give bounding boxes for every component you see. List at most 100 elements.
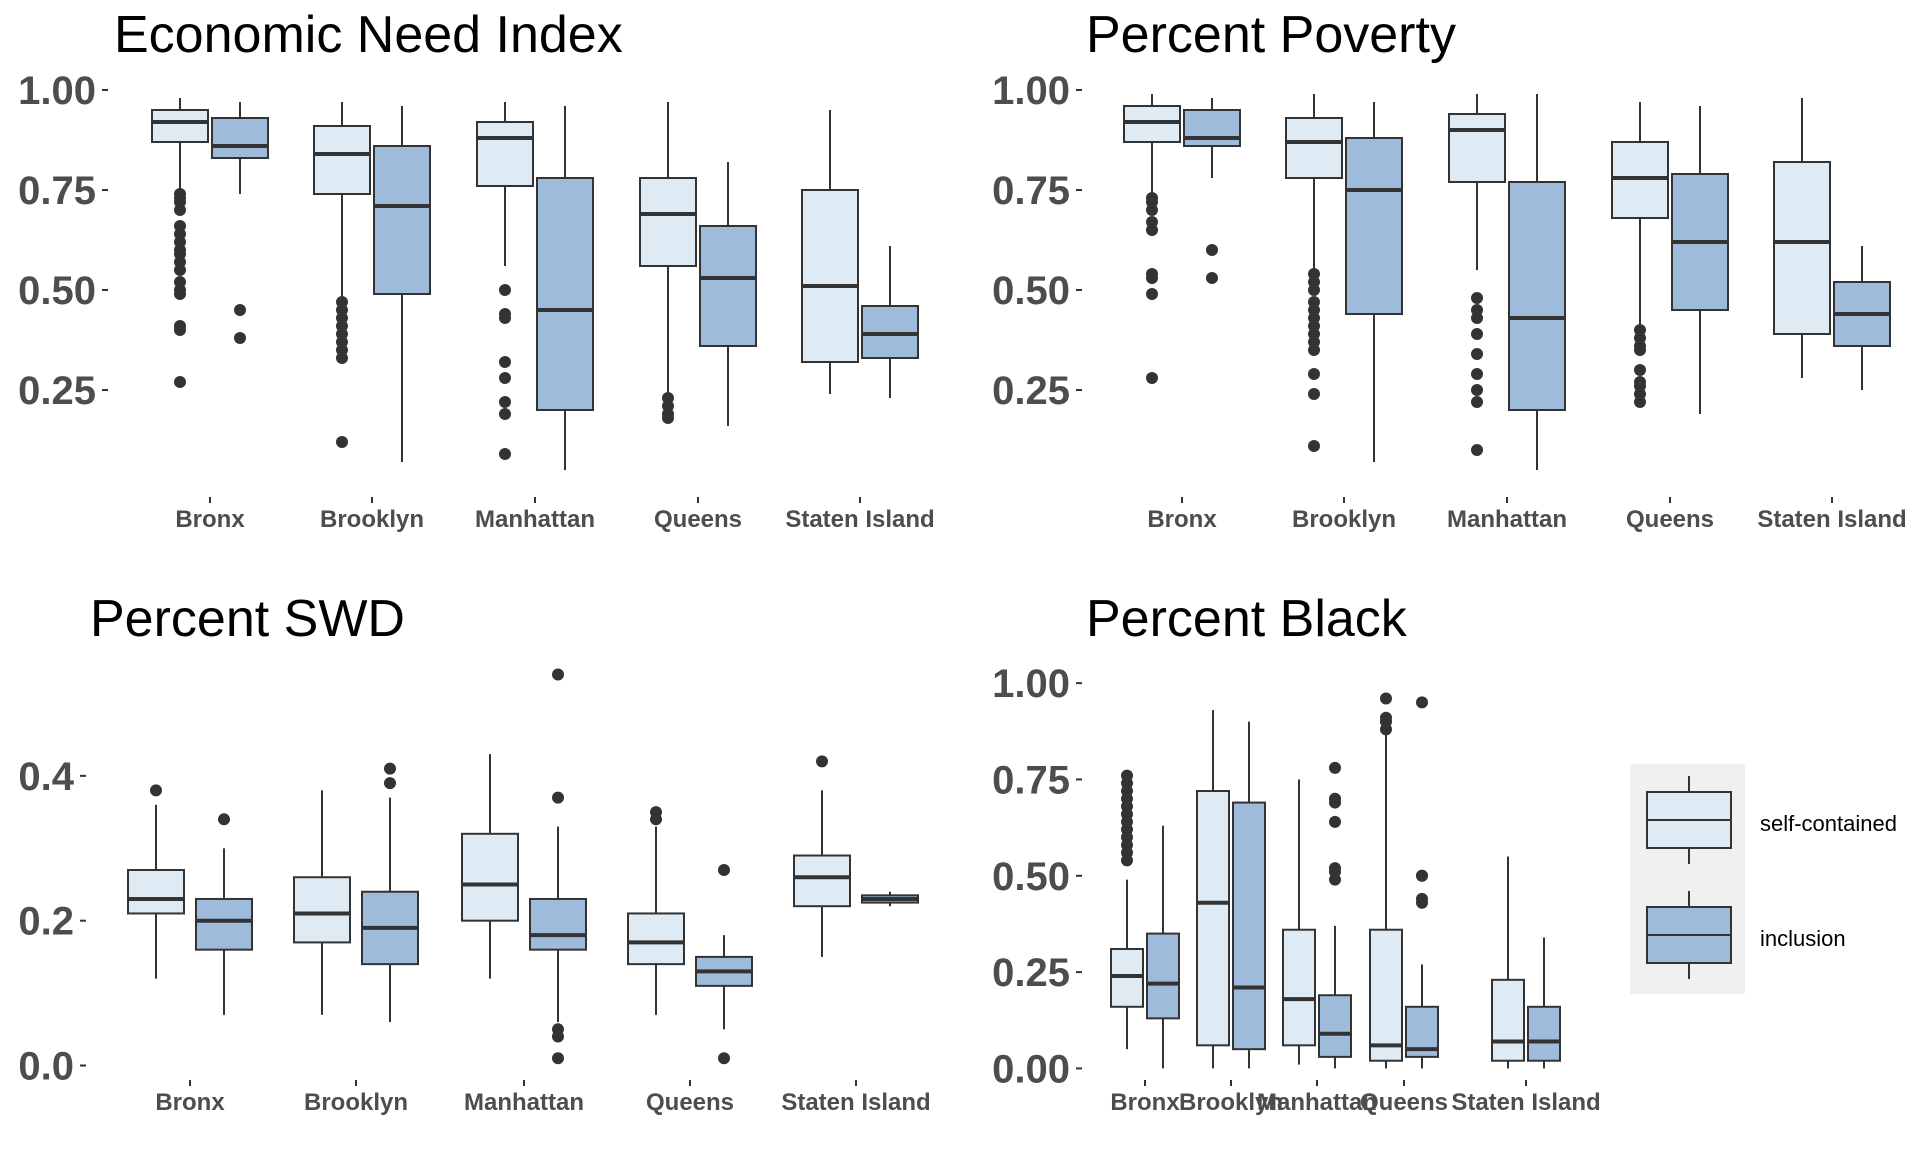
- outlier-point: [174, 376, 186, 388]
- outlier-point: [384, 777, 396, 790]
- box-staten-island-self-contained: [801, 110, 859, 394]
- outlier-point: [384, 762, 396, 775]
- y-tick-label: 1.00: [992, 662, 1070, 706]
- box-manhattan-self-contained: [1448, 94, 1506, 456]
- panel-title: Percent Poverty: [1086, 6, 1456, 64]
- outlier-point: [552, 791, 564, 804]
- box-bronx-self-contained: [151, 98, 209, 388]
- outlier-point: [1634, 364, 1646, 376]
- box-manhattan-self-contained: [461, 754, 519, 979]
- outlier-point: [1471, 312, 1483, 324]
- box-queens-self-contained: [639, 102, 697, 424]
- box-bronx-self-contained: [127, 784, 185, 979]
- x-tick-label-queens: Queens: [1626, 506, 1714, 533]
- box-brooklyn-self-contained: [1285, 94, 1343, 452]
- box-iqr: [793, 854, 851, 908]
- box-bronx-inclusion: [1183, 98, 1241, 284]
- box-iqr: [151, 109, 209, 143]
- box-iqr: [1448, 113, 1506, 183]
- box-bronx-inclusion: [1146, 825, 1180, 1069]
- box-staten-island-inclusion: [1527, 937, 1561, 1069]
- outlier-point: [1416, 869, 1428, 882]
- y-tick-label: 0.0: [18, 1045, 74, 1089]
- y-tick-label: 0.50: [992, 269, 1070, 313]
- outlier-point: [499, 312, 511, 324]
- outlier-point: [234, 332, 246, 344]
- box-iqr: [293, 876, 351, 944]
- box-iqr: [476, 121, 534, 187]
- outlier-point: [1471, 328, 1483, 340]
- outlier-point: [499, 408, 511, 420]
- outlier-point: [1329, 796, 1341, 809]
- box-iqr: [639, 177, 697, 267]
- x-tick-label-brooklyn: Brooklyn: [304, 1089, 408, 1116]
- box-iqr: [1773, 161, 1831, 335]
- box-queens-inclusion: [699, 162, 757, 426]
- box-iqr: [1183, 109, 1241, 147]
- box-iqr: [211, 117, 269, 159]
- y-tick-label: 0.25: [18, 369, 96, 413]
- box-iqr: [801, 189, 859, 363]
- box-iqr: [1196, 790, 1230, 1047]
- outlier-point: [1471, 384, 1483, 396]
- outlier-point: [1308, 368, 1320, 380]
- box-iqr: [127, 869, 185, 915]
- y-tick-label: 0.4: [18, 755, 74, 799]
- panel-percent-swd: Percent SWD 0.0 0.2 0.4 Bronx Brooklyn Manhat…: [18, 590, 930, 1116]
- outlier-point: [1471, 396, 1483, 408]
- box-brooklyn-self-contained: [293, 790, 351, 1015]
- legend-key-inclusion: [1646, 891, 1732, 979]
- outlier-point: [336, 436, 348, 448]
- box-iqr: [1285, 117, 1343, 179]
- x-tick-label-brooklyn: Brooklyn: [1292, 506, 1396, 533]
- outlier-point: [1471, 444, 1483, 456]
- x-tick-label-bronx: Bronx: [1147, 506, 1217, 533]
- y-tick-label: 0.25: [992, 369, 1070, 413]
- box-queens-self-contained: [1611, 102, 1669, 408]
- panel-title: Percent Black: [1086, 590, 1408, 648]
- outlier-point: [150, 784, 162, 797]
- y-tick-label: 0.75: [992, 758, 1070, 802]
- box-queens-self-contained: [627, 806, 685, 1015]
- x-tick-label-brooklyn: Brooklyn: [1179, 1089, 1283, 1116]
- outlier-point: [174, 324, 186, 336]
- box-iqr: [195, 897, 253, 951]
- outlier-point: [1634, 396, 1646, 408]
- x-tick-label-brooklyn: Brooklyn: [320, 506, 424, 533]
- outlier-point: [662, 412, 674, 424]
- legend-label-inclusion: inclusion: [1760, 926, 1846, 951]
- outlier-point: [718, 864, 730, 876]
- outlier-point: [1146, 224, 1158, 236]
- panel-title: Percent SWD: [90, 590, 405, 648]
- y-tick-label: 0.75: [18, 169, 96, 213]
- outlier-point: [1471, 368, 1483, 380]
- box-brooklyn-self-contained: [313, 102, 371, 448]
- legend-key-self-contained: [1646, 776, 1732, 864]
- box-bronx-inclusion: [211, 102, 269, 344]
- box-queens-self-contained: [1369, 692, 1403, 1069]
- box-iqr: [1527, 1005, 1561, 1062]
- x-tick-label-bronx: Bronx: [155, 1089, 225, 1116]
- x-tick-label-staten-island: Staten Island: [785, 506, 934, 533]
- outlier-point: [1471, 292, 1483, 304]
- outlier-point: [1146, 272, 1158, 284]
- box-iqr: [1508, 181, 1566, 411]
- outlier-point: [499, 356, 511, 368]
- legend-label-self-contained: self-contained: [1760, 811, 1897, 836]
- box-iqr: [373, 145, 431, 295]
- outlier-point: [1329, 873, 1341, 886]
- outlier-point: [1121, 854, 1133, 867]
- outlier-point: [174, 264, 186, 276]
- panel-economic-need-index: Economic Need Index 0.25 0.50 0.75 1.00 Bron…: [18, 6, 935, 533]
- x-tick-label-queens: Queens: [1360, 1089, 1448, 1116]
- box-brooklyn-inclusion: [1232, 721, 1266, 1069]
- box-iqr: [1345, 137, 1403, 315]
- outlier-point: [1380, 692, 1392, 705]
- box-iqr: [1282, 928, 1316, 1047]
- box-manhattan-inclusion: [536, 106, 594, 470]
- box-queens-inclusion: [695, 864, 753, 1065]
- outlier-point: [499, 396, 511, 408]
- outlier-point: [650, 813, 662, 826]
- x-tick-label-queens: Queens: [654, 506, 742, 533]
